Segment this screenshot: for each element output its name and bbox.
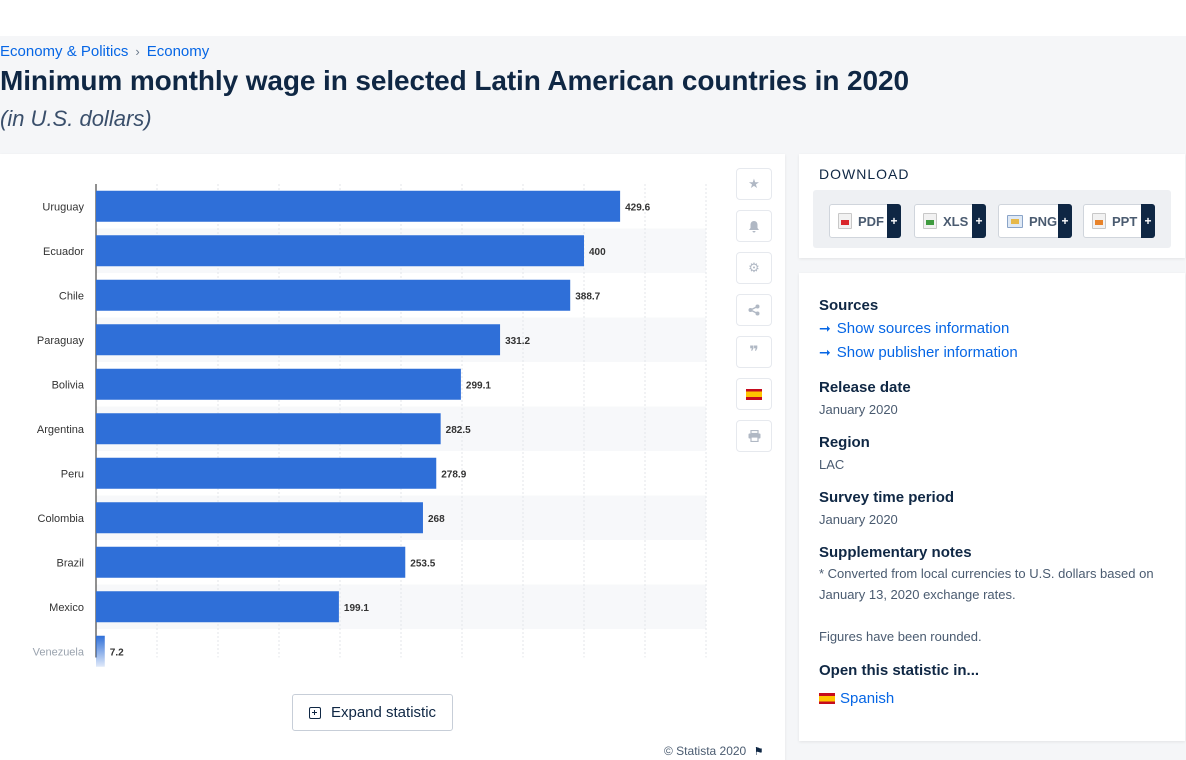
download-pdf-button[interactable]: PDF + — [829, 204, 901, 238]
breadcrumb-economy-politics[interactable]: Economy & Politics — [0, 43, 129, 60]
pdf-label: PDF — [858, 213, 884, 229]
category-label: Brazil — [56, 557, 84, 569]
value-label: 388.7 — [575, 291, 600, 302]
value-label: 253.5 — [410, 558, 435, 569]
note-rounding: Figures have been rounded. — [819, 629, 982, 644]
category-label: Ecuador — [43, 246, 84, 258]
download-buttons: PDF + XLS + PNG + PPT + — [813, 190, 1171, 248]
copyright: © Statista 2020 ⚑ — [664, 744, 763, 758]
gear-icon[interactable]: ⚙ — [736, 252, 772, 284]
star-icon[interactable]: ★ — [736, 168, 772, 200]
chart-toolbar: ★ ⚙ ❞ — [736, 168, 772, 462]
statistic-info-card: Sources ➞ Show sources information ➞ Sho… — [799, 273, 1185, 741]
show-publisher-text: Show publisher information — [836, 344, 1018, 361]
bar-ecuador — [96, 235, 584, 267]
expand-statistic-button[interactable]: Expand statistic — [292, 694, 453, 731]
value-label: 278.9 — [441, 469, 466, 480]
ppt-label: PPT — [1112, 213, 1138, 229]
category-label: Peru — [61, 468, 84, 480]
png-file-icon — [1007, 214, 1023, 228]
chart-card: Uruguay 429.6 Ecuador 400 Chile 388.7 Paraguay… — [0, 154, 785, 760]
xls-plus: + — [972, 204, 986, 238]
release-date-value: January 2020 — [819, 402, 898, 417]
print-icon[interactable] — [736, 420, 772, 452]
category-label: Bolivia — [52, 379, 85, 391]
supplementary-notes-label: Supplementary notes — [819, 544, 972, 561]
xls-label: XLS — [943, 213, 969, 229]
value-label: 268 — [428, 514, 445, 525]
pdf-file-icon — [838, 213, 852, 229]
spanish-flag-icon — [819, 693, 835, 704]
category-label: Mexico — [49, 602, 84, 614]
show-sources-text: Show sources information — [836, 320, 1010, 337]
release-date-label: Release date — [819, 379, 911, 396]
bar-bolivia — [96, 368, 461, 400]
value-label: 400 — [589, 247, 606, 258]
category-label: Argentina — [37, 424, 85, 436]
top-bar — [0, 0, 1186, 36]
open-in-label: Open this statistic in... — [819, 662, 980, 679]
value-label: 299.1 — [466, 380, 491, 391]
survey-period-value: January 2020 — [819, 512, 898, 527]
category-label: Chile — [59, 290, 84, 302]
bell-icon[interactable] — [736, 210, 772, 242]
bar-peru — [96, 457, 437, 489]
bar-argentina — [96, 413, 441, 445]
note-conversion: * Converted from local currencies to U.S… — [819, 566, 1154, 602]
pdf-plus: + — [887, 204, 901, 238]
ppt-plus: + — [1141, 204, 1155, 238]
value-label: 429.6 — [625, 202, 650, 213]
bar-chile — [96, 279, 571, 311]
spanish-flag-icon[interactable] — [736, 378, 772, 410]
download-png-button[interactable]: PNG + — [998, 204, 1072, 238]
survey-period-label: Survey time period — [819, 489, 955, 506]
png-plus: + — [1058, 204, 1072, 238]
bar-chart: Uruguay 429.6 Ecuador 400 Chile 388.7 Paraguay… — [33, 184, 707, 667]
download-card: DOWNLOAD PDF + XLS + PNG + PPT + — [799, 154, 1185, 258]
bar-uruguay — [96, 190, 621, 222]
value-label: 282.5 — [446, 425, 471, 436]
value-label: 199.1 — [344, 603, 369, 614]
breadcrumb: Economy & Politics › Economy — [0, 43, 209, 60]
show-publisher-link[interactable]: ➞ Show publisher information — [819, 344, 1018, 361]
download-xls-button[interactable]: XLS + — [914, 204, 986, 238]
download-heading: DOWNLOAD — [819, 166, 910, 182]
supplementary-notes: * Converted from local currencies to U.S… — [819, 563, 1159, 647]
bar-paraguay — [96, 324, 501, 356]
category-label: Colombia — [38, 513, 85, 525]
value-label: 7.2 — [110, 647, 124, 658]
report-flag-icon[interactable]: ⚑ — [753, 746, 764, 758]
breadcrumb-separator: › — [135, 44, 140, 59]
expand-icon — [308, 706, 321, 719]
bar-mexico — [96, 591, 339, 623]
category-label: Venezuela — [33, 646, 85, 658]
sources-label: Sources — [819, 297, 879, 314]
show-sources-link[interactable]: ➞ Show sources information — [819, 320, 1009, 337]
breadcrumb-economy[interactable]: Economy — [146, 43, 210, 60]
bar-colombia — [96, 502, 423, 534]
category-label: Uruguay — [42, 201, 84, 213]
bar-venezuela — [96, 635, 105, 667]
copyright-text: © Statista 2020 — [664, 744, 747, 758]
arrow-right-icon: ➞ — [819, 344, 831, 360]
open-in-spanish-link[interactable]: Spanish — [819, 690, 894, 707]
xls-file-icon — [923, 213, 937, 229]
share-icon[interactable] — [736, 294, 772, 326]
expand-statistic-label: Expand statistic — [330, 704, 437, 721]
page-title: Minimum monthly wage in selected Latin A… — [0, 65, 909, 96]
download-ppt-button[interactable]: PPT + — [1083, 204, 1155, 238]
bar-brazil — [96, 546, 406, 578]
value-label: 331.2 — [505, 336, 530, 347]
region-value: LAC — [819, 457, 845, 472]
spanish-label: Spanish — [840, 690, 895, 707]
arrow-right-icon: ➞ — [819, 320, 831, 336]
page-subtitle: (in U.S. dollars) — [0, 106, 152, 131]
quote-icon[interactable]: ❞ — [736, 336, 772, 368]
region-label: Region — [819, 434, 870, 451]
png-label: PNG — [1029, 213, 1058, 229]
category-label: Paraguay — [37, 335, 85, 347]
ppt-file-icon — [1092, 213, 1106, 229]
